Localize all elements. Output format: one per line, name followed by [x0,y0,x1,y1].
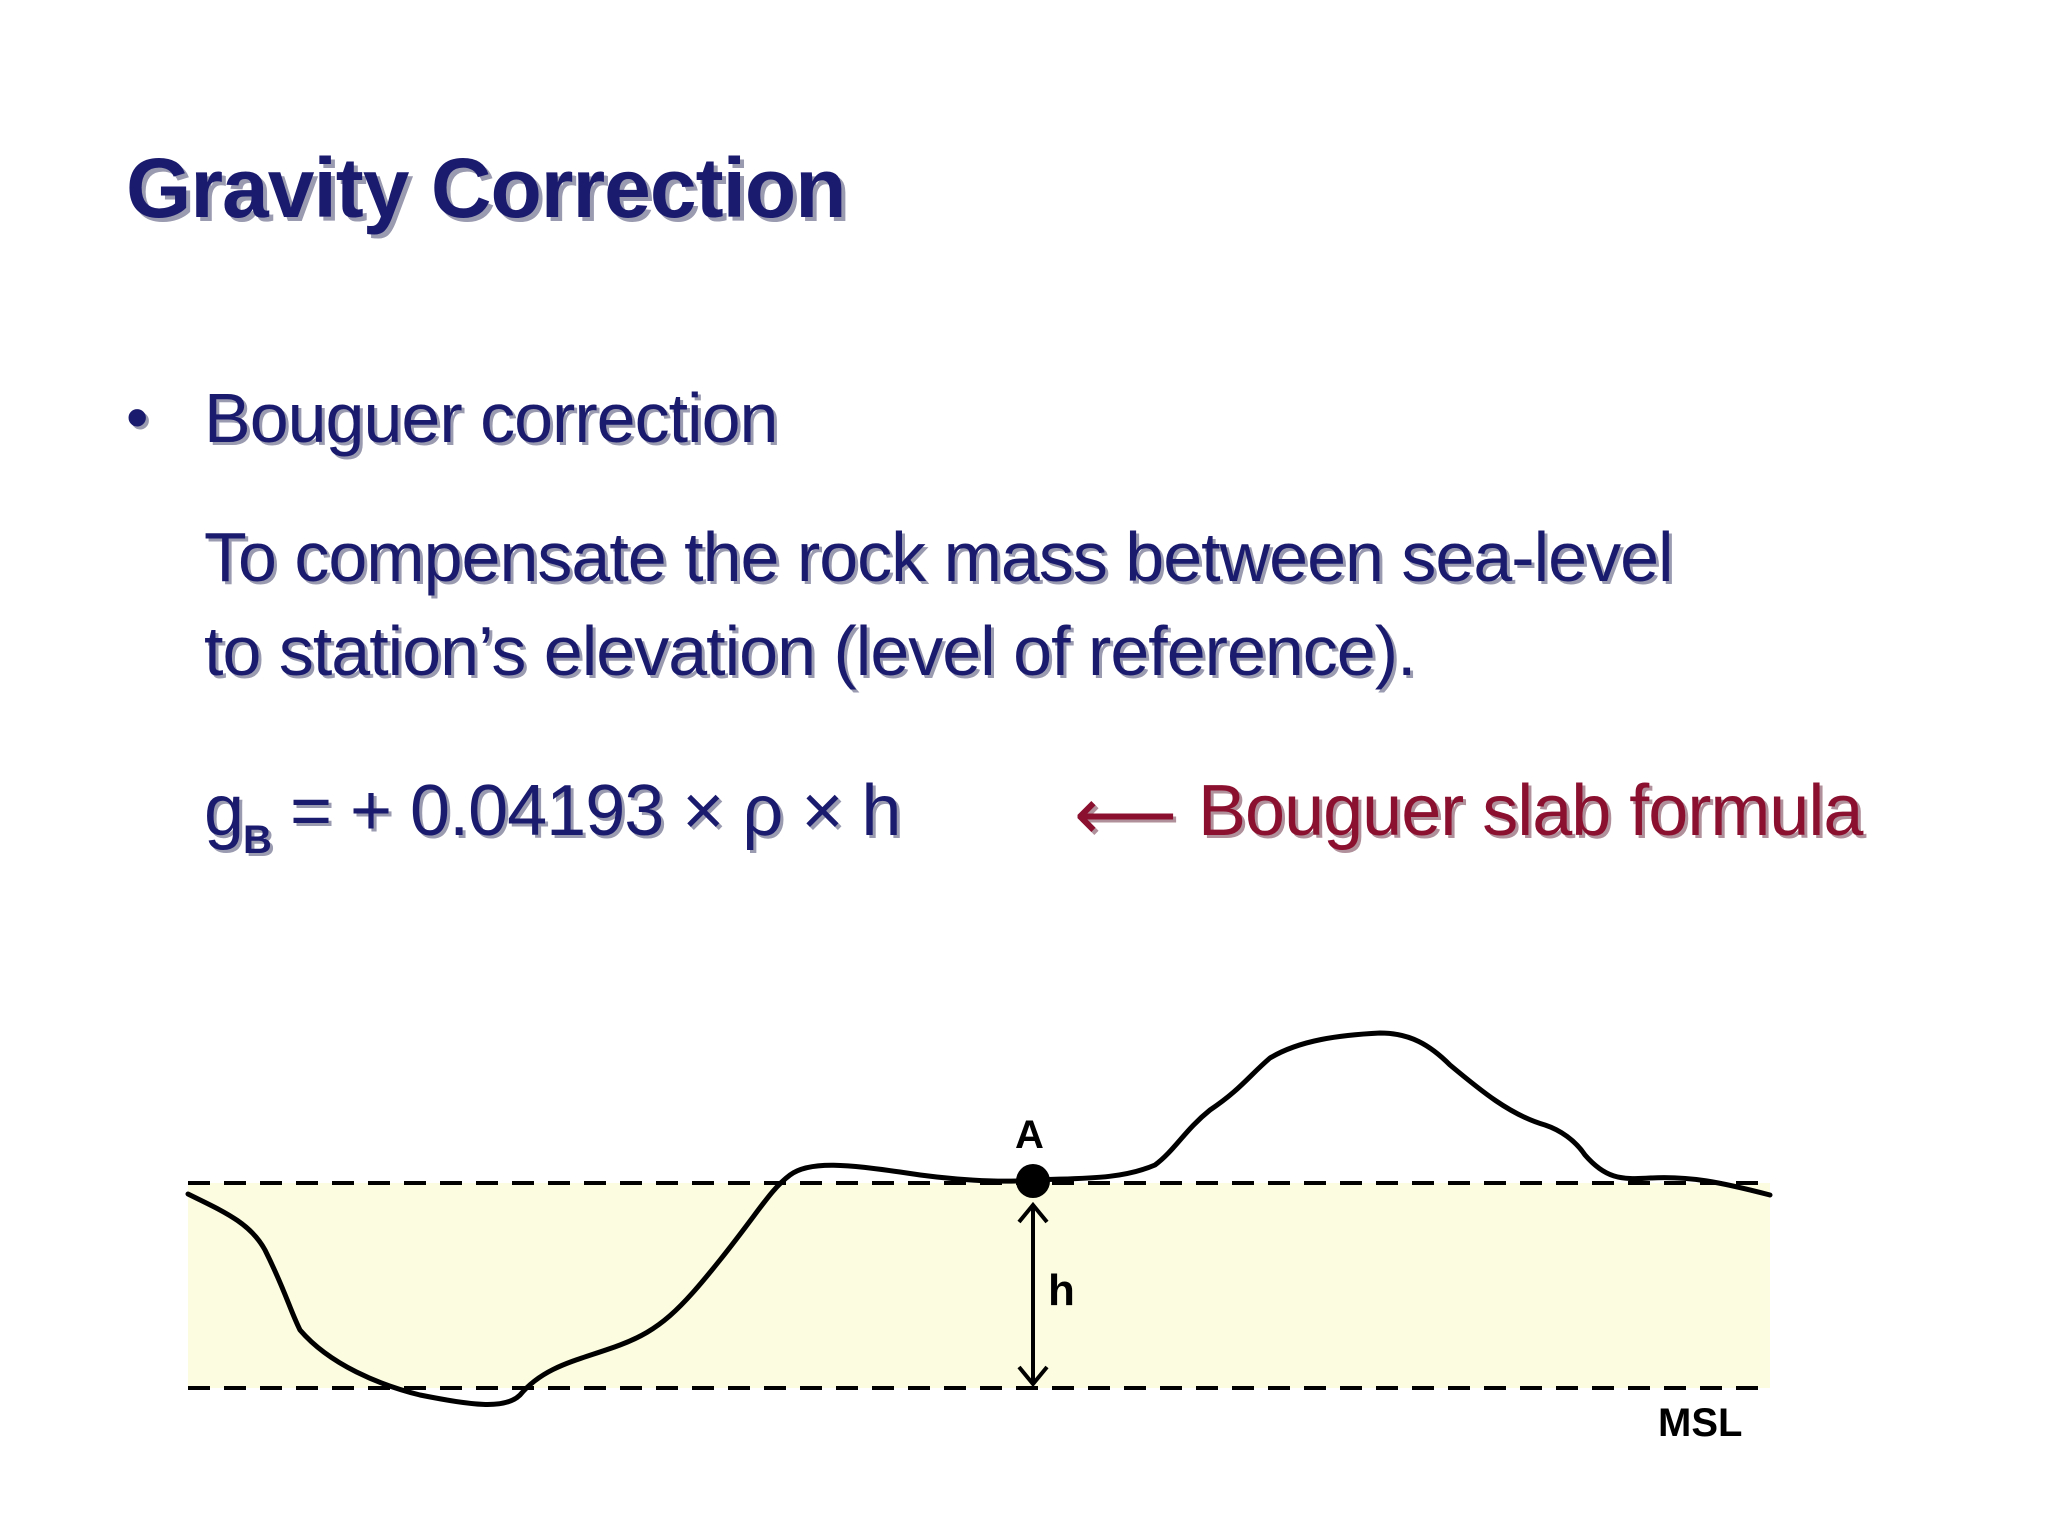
bouguer-formula: gB = + 0.04193 × ρ × h [204,770,901,863]
slide-title: Gravity Correction [126,141,847,235]
formula-rhs: = + 0.04193 × ρ × h [270,771,901,851]
formula-arrow-icon: ⟵ [1074,775,1178,855]
bullet-marker: • [126,381,149,453]
topography-profile [185,1030,1773,1407]
height-arrow-head-bottom [1017,1365,1049,1388]
height-arrow-head-top [1017,1201,1049,1224]
station-point [1016,1164,1050,1198]
msl-label: MSL [1658,1401,1742,1445]
height-label: h [1048,1266,1075,1315]
formula-lhs-subscript: B [243,818,272,862]
bullet-heading: Bouguer correction [204,379,778,457]
description-line-1: To compensate the rock mass between sea-… [204,518,1674,596]
bullet-description: To compensate the rock mass between sea-… [204,510,1674,698]
description-line-2: to station’s elevation (level of referen… [204,612,1416,690]
formula-lhs-symbol: g [204,771,244,851]
bouguer-slab [188,1183,1770,1388]
formula-note: Bouguer slab formula [1198,771,1863,851]
station-label: A [1015,1113,1044,1157]
